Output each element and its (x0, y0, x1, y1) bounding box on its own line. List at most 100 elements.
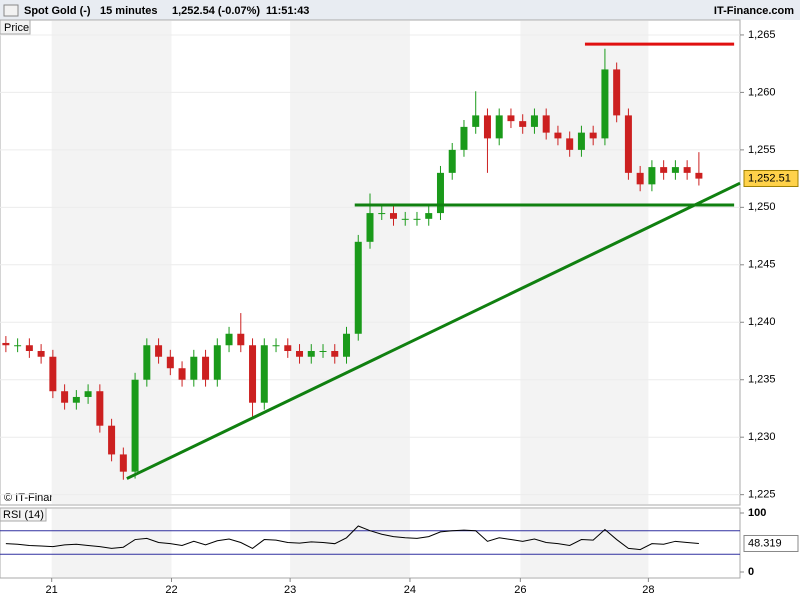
candle-body (131, 379, 139, 472)
candle-body (61, 391, 69, 403)
candle-body (37, 350, 45, 357)
y-tick-label: 1,260 (748, 86, 776, 98)
candle-body (660, 167, 668, 173)
candle-body (284, 345, 292, 351)
candle-body (331, 350, 339, 357)
candle-body (472, 115, 480, 127)
candle-body (566, 138, 574, 150)
y-tick-label: 1,230 (748, 431, 776, 443)
candle-body (507, 115, 515, 122)
candle-body (96, 391, 104, 426)
candle-body (202, 356, 210, 380)
day-band (51, 509, 172, 577)
candle-body (225, 333, 233, 346)
candle-body (213, 345, 221, 380)
candle-body (624, 115, 632, 173)
y-tick-label: 1,240 (748, 316, 776, 328)
icon (3, 4, 19, 17)
background-layer (0, 21, 740, 577)
trend-line (126, 181, 741, 480)
candle-body (648, 167, 656, 185)
rsi-line (5, 525, 699, 551)
last-price-label: 1,252.51 (748, 172, 791, 184)
candle-body (119, 454, 127, 472)
candle-body (14, 345, 22, 347)
x-tick-label: 24 (404, 584, 416, 596)
candle-body (413, 218, 421, 220)
last-price-box (743, 169, 799, 187)
candle-body (166, 356, 174, 369)
candle-body (554, 132, 562, 139)
rsi-label-box (0, 507, 47, 522)
candle-body (84, 391, 92, 397)
y-tick-label: 1,255 (748, 144, 776, 156)
rsi-title: RSI (14) (3, 509, 44, 521)
candle-body (190, 356, 198, 380)
candle-body (272, 345, 280, 347)
candle-body (448, 149, 456, 173)
candle-body (108, 425, 116, 455)
marks-layer: 21 22 23 24 26 28 1,225 1,230 1,235 1,240 1,245 1,2… (0, 29, 799, 596)
candle-body (389, 213, 397, 219)
candle-body (425, 213, 433, 219)
rsi-tick-label: 0 (748, 566, 754, 578)
candle-body (483, 115, 491, 139)
y-tick-label: 1,265 (748, 29, 776, 41)
x-tick-label: 23 (284, 584, 296, 596)
y-tick-label: 1,225 (748, 489, 776, 501)
x-tick-label: 26 (514, 584, 526, 596)
y-tick-label: 1,235 (748, 374, 776, 386)
rsi-tick-label: 100 (748, 507, 766, 519)
day-band (520, 21, 649, 504)
candle-body (319, 350, 327, 352)
candle-body (260, 345, 268, 403)
rsi-value-label: 48.319 (748, 537, 782, 549)
header-bar (0, 0, 800, 20)
candle-body (296, 350, 304, 357)
price-label: Price (4, 22, 29, 34)
candle-body (519, 121, 527, 127)
candle-body (601, 69, 609, 139)
candle-body (354, 241, 362, 334)
candle-body (143, 345, 151, 380)
candle-body (178, 368, 186, 380)
day-band (520, 509, 649, 577)
candle-body (49, 356, 57, 392)
candle-body (249, 345, 257, 403)
candle-body (343, 333, 351, 357)
candle-body (25, 345, 33, 351)
candle-body (577, 132, 585, 150)
candle-body (378, 213, 386, 215)
x-tick-label: 28 (642, 584, 654, 596)
candle-body (72, 396, 80, 403)
candle-body (671, 167, 679, 173)
candle-body (636, 172, 644, 185)
candle-body (366, 213, 374, 242)
candle-body (307, 350, 315, 357)
rsi-value-box (743, 534, 799, 552)
day-band (290, 21, 410, 504)
brand: IT-Finance.com (714, 5, 794, 17)
candle-body (155, 345, 163, 357)
candle-body (436, 172, 444, 214)
candle-body (460, 126, 468, 150)
time: 11:51:43 (266, 5, 309, 17)
y-tick-label: 1,250 (748, 201, 776, 213)
candle-body (401, 218, 409, 220)
candle-body (495, 115, 503, 139)
x-tick-label: 21 (46, 584, 58, 596)
candle-body (542, 115, 550, 133)
candle-body (530, 115, 538, 127)
candle-body (683, 167, 691, 173)
candle-body (613, 69, 621, 116)
candle-body (2, 342, 10, 346)
y-tick-label: 1,245 (748, 259, 776, 271)
candle-body (589, 132, 597, 139)
interval: 15 minutes (100, 5, 157, 17)
quote: 1,252.54 (-0.07%) (172, 5, 260, 17)
candle-body (695, 172, 703, 179)
candle-body (237, 333, 245, 346)
day-band (290, 509, 410, 577)
